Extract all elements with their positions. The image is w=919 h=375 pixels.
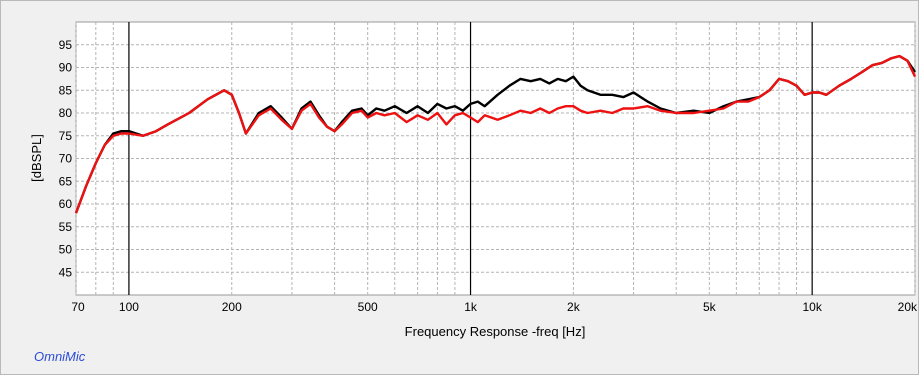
y-tick-label: 50	[59, 243, 73, 257]
y-tick-label: 60	[59, 197, 73, 211]
y-tick-labels: 45 50 55 60 65 70 75 80 85 90 95	[59, 38, 73, 280]
y-tick-label: 75	[59, 129, 73, 143]
decade-gridlines	[128, 22, 813, 295]
x-tick-label: 70	[71, 300, 85, 314]
x-tick-label: 10k	[802, 300, 822, 314]
y-axis-title: [dBSPL]	[29, 134, 44, 182]
x-tick-label: 500	[358, 300, 378, 314]
x-tick-label: 200	[222, 300, 242, 314]
y-tick-label: 90	[59, 61, 73, 75]
x-tick-label: 20k	[898, 300, 918, 314]
minor-grid	[75, 22, 916, 295]
series-2-line	[74, 54, 917, 214]
x-tick-label: 100	[119, 300, 139, 314]
series-layer	[74, 54, 917, 214]
y-tick-label: 65	[59, 174, 73, 188]
x-tick-label: 1k	[464, 300, 478, 314]
y-tick-label: 55	[59, 220, 73, 234]
y-tick-label: 80	[59, 106, 73, 120]
x-tick-label: 2k	[567, 300, 581, 314]
plot-area	[75, 21, 916, 296]
y-tick-label: 70	[59, 152, 73, 166]
x-axis-title: Frequency Response -freq [Hz]	[405, 324, 586, 339]
x-tick-label: 5k	[703, 300, 717, 314]
x-tick-labels: 70 100 200 500 1k 2k 5k 10k 20k	[71, 300, 918, 314]
y-tick-label: 45	[59, 265, 73, 279]
y-tick-label: 85	[59, 83, 73, 97]
y-tick-label: 95	[59, 38, 73, 52]
omnimic-brand-label: OmniMic	[34, 349, 86, 364]
